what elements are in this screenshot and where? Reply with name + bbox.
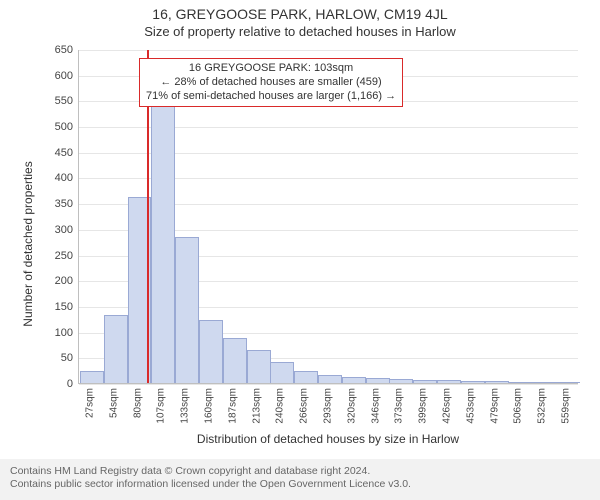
plot-area: 16 GREYGOOSE PARK: 103sqm ← 28% of detac… <box>78 50 578 384</box>
histogram-bar <box>270 362 294 383</box>
y-tick-label: 200 <box>55 275 79 287</box>
histogram-bar <box>199 320 223 383</box>
y-tick-label: 550 <box>55 95 79 107</box>
y-tick-label: 500 <box>55 121 79 133</box>
histogram-bar <box>509 382 533 384</box>
x-tick-label: 133sqm <box>180 388 191 424</box>
y-tick-label: 350 <box>55 198 79 210</box>
histogram-bar <box>104 315 128 383</box>
annotation-line: 71% of semi-detached houses are larger (… <box>146 90 396 104</box>
x-axis-title: Distribution of detached houses by size … <box>78 432 578 446</box>
footer: Contains HM Land Registry data © Crown c… <box>0 459 600 500</box>
x-tick-label: 559sqm <box>561 388 572 424</box>
x-tick-label: 54sqm <box>108 388 119 418</box>
y-tick-label: 300 <box>55 224 79 236</box>
y-tick-label: 250 <box>55 250 79 262</box>
x-tick-label: 266sqm <box>299 388 310 424</box>
histogram-bar <box>461 381 485 383</box>
histogram-bar <box>175 237 199 383</box>
x-tick-label: 107sqm <box>156 388 167 424</box>
x-tick-label: 160sqm <box>203 388 214 424</box>
y-tick-label: 650 <box>55 44 79 56</box>
footer-line: Contains public sector information licen… <box>10 478 590 492</box>
y-tick-label: 100 <box>55 327 79 339</box>
y-tick-label: 450 <box>55 147 79 159</box>
x-tick-label: 213sqm <box>251 388 262 424</box>
histogram-bar <box>151 100 175 383</box>
y-tick-label: 600 <box>55 70 79 82</box>
x-tick-label: 240sqm <box>275 388 286 424</box>
footer-line: Contains HM Land Registry data © Crown c… <box>10 465 590 479</box>
histogram-bar <box>247 350 271 383</box>
x-tick-label: 320sqm <box>346 388 357 424</box>
page-title: 16, GREYGOOSE PARK, HARLOW, CM19 4JL <box>0 0 600 22</box>
y-axis-title: Number of detached properties <box>21 161 35 326</box>
x-tick-label: 27sqm <box>84 388 95 418</box>
chart-subtitle: Size of property relative to detached ho… <box>0 22 600 39</box>
histogram-bar <box>294 371 318 383</box>
x-tick-label: 532sqm <box>537 388 548 424</box>
histogram-bar <box>223 338 247 383</box>
histogram-bar <box>485 381 509 383</box>
histogram-bar <box>80 371 104 383</box>
gridline <box>79 384 578 385</box>
x-tick-label: 479sqm <box>489 388 500 424</box>
x-tick-label: 80sqm <box>132 388 143 418</box>
chart: Number of detached properties 16 GREYGOO… <box>28 46 584 442</box>
histogram-bar <box>389 379 413 383</box>
annotation-line: ← 28% of detached houses are smaller (45… <box>146 76 396 90</box>
x-tick-label: 187sqm <box>227 388 238 424</box>
histogram-bar <box>532 382 556 384</box>
x-tick-label: 506sqm <box>513 388 524 424</box>
histogram-bar <box>556 382 580 384</box>
x-tick-label: 399sqm <box>418 388 429 424</box>
x-tick-label: 293sqm <box>323 388 334 424</box>
histogram-bar <box>366 378 390 383</box>
x-tick-label: 373sqm <box>394 388 405 424</box>
y-tick-label: 150 <box>55 301 79 313</box>
histogram-bar <box>342 377 366 383</box>
y-tick-label: 400 <box>55 172 79 184</box>
histogram-bar <box>413 380 437 383</box>
histogram-bar <box>437 380 461 383</box>
x-tick-label: 426sqm <box>442 388 453 424</box>
histogram-bar <box>318 375 342 383</box>
annotation-box: 16 GREYGOOSE PARK: 103sqm ← 28% of detac… <box>139 58 403 107</box>
x-tick-label: 453sqm <box>465 388 476 424</box>
page: 16, GREYGOOSE PARK, HARLOW, CM19 4JL Siz… <box>0 0 600 500</box>
x-tick-label: 346sqm <box>370 388 381 424</box>
annotation-line: 16 GREYGOOSE PARK: 103sqm <box>146 62 396 76</box>
y-tick-label: 50 <box>61 352 79 364</box>
